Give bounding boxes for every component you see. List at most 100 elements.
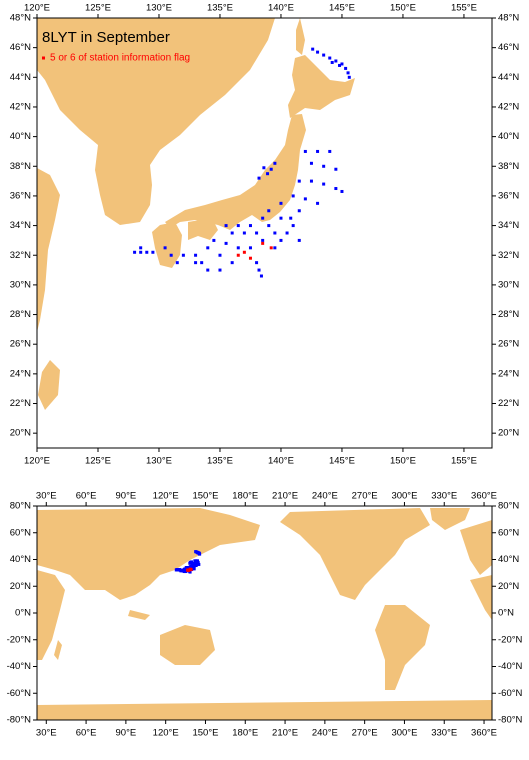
y-tick-label: -60°N (498, 688, 523, 699)
y-tick-label: 46°N (498, 42, 519, 53)
y-tick-label: 34°N (498, 220, 519, 231)
y-tick-label: 0°N (498, 608, 514, 619)
y-tick-label: -40°N (498, 661, 523, 672)
x-tick-label: 150°E (390, 456, 416, 467)
flagged-station (189, 568, 193, 572)
station (139, 246, 143, 250)
map-frame (36, 17, 493, 449)
station (257, 176, 261, 180)
station (184, 566, 188, 570)
map-title: 8LYT in September (42, 29, 170, 46)
x-tick-label: 360°E (471, 728, 497, 739)
x-tick-label: 360°E (471, 491, 497, 502)
x-tick-label: 120°E (24, 456, 50, 467)
station (309, 179, 313, 183)
x-tick-label: 155°E (451, 456, 477, 467)
station (188, 561, 192, 565)
station (303, 149, 307, 153)
station (340, 62, 344, 66)
x-tick-label: 60°E (76, 491, 97, 502)
station (206, 268, 210, 272)
x-tick-label: 330°E (431, 728, 457, 739)
flagged-station (236, 253, 240, 257)
station (248, 224, 252, 228)
station (311, 47, 315, 51)
regional-land (37, 18, 355, 410)
station (190, 564, 194, 568)
north-america (280, 508, 430, 600)
x-tick-label: 30°E (36, 728, 57, 739)
flagged-station (242, 250, 246, 254)
station (262, 166, 266, 170)
y-tick-label: 40°N (498, 554, 519, 565)
honshu (165, 114, 306, 230)
station (261, 216, 265, 220)
station (200, 261, 204, 265)
x-tick-label: 210°E (272, 728, 298, 739)
station (322, 182, 326, 186)
x-tick-label: 150°E (390, 3, 416, 14)
station (279, 216, 283, 220)
y-tick-label: 80°N (10, 501, 31, 512)
sakhalin (296, 18, 305, 55)
station (273, 246, 277, 250)
station (285, 231, 289, 235)
x-tick-label: 130°E (146, 456, 172, 467)
y-tick-label: 36°N (10, 190, 31, 201)
station (145, 250, 149, 254)
x-tick-label: 140°E (268, 456, 294, 467)
station-layer (174, 550, 202, 574)
y-tick-label: 60°N (10, 527, 31, 538)
y-tick-label: 20°N (498, 428, 519, 439)
station (289, 216, 293, 220)
x-tick-label: 60°E (76, 728, 97, 739)
x-tick-label: 155°E (451, 3, 477, 14)
y-tick-label: 30°N (498, 279, 519, 290)
africa (37, 570, 65, 660)
europe (460, 520, 492, 575)
station (309, 161, 313, 165)
station (133, 250, 137, 254)
antarctica (37, 700, 492, 720)
x-tick-label: 135°E (207, 3, 233, 14)
station (279, 201, 283, 205)
flagged-station (261, 241, 265, 245)
x-tick-label: 210°E (272, 491, 298, 502)
africa-east (470, 575, 492, 620)
y-tick-label: 20°N (498, 581, 519, 592)
y-tick-label: 46°N (10, 42, 31, 53)
station (297, 209, 301, 213)
station (297, 179, 301, 183)
y-tick-label: 26°N (498, 339, 519, 350)
y-tick-label: 26°N (10, 339, 31, 350)
y-tick-label: 32°N (498, 250, 519, 261)
station (347, 75, 351, 79)
station (273, 161, 277, 165)
x-tick-label: 240°E (312, 491, 338, 502)
station (192, 567, 196, 571)
station (291, 194, 295, 198)
station (303, 197, 307, 201)
y-tick-label: 40°N (10, 554, 31, 565)
kyushu (152, 222, 182, 268)
station (259, 274, 263, 278)
station (236, 224, 240, 228)
station (255, 261, 259, 265)
station (261, 238, 265, 242)
y-tick-label: 24°N (10, 368, 31, 379)
y-tick-label: 80°N (498, 501, 519, 512)
station (344, 66, 348, 70)
y-tick-label: 48°N (10, 13, 31, 24)
station (316, 201, 320, 205)
station (330, 60, 334, 64)
y-tick-label: 42°N (498, 101, 519, 112)
y-tick-label: -20°N (498, 634, 523, 645)
station (224, 224, 228, 228)
station (322, 164, 326, 168)
y-tick-label: -80°N (498, 715, 523, 726)
x-tick-label: 30°E (36, 491, 57, 502)
station (190, 560, 194, 564)
station (334, 59, 338, 63)
station (224, 241, 228, 245)
legend-marker (42, 56, 45, 60)
